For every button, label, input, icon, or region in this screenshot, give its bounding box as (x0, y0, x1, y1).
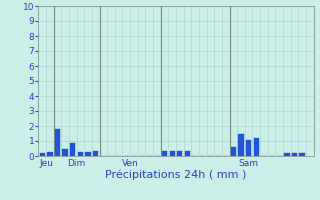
Bar (185, 151, 190, 156)
Bar (177, 151, 182, 156)
Bar (40, 153, 45, 156)
Bar (170, 151, 175, 156)
Bar (55, 129, 60, 156)
Bar (238, 134, 244, 156)
Bar (62, 148, 68, 156)
Bar (93, 151, 99, 156)
Bar (300, 153, 305, 156)
Bar (85, 152, 91, 156)
Bar (253, 138, 259, 156)
Bar (246, 140, 251, 156)
Bar (292, 153, 297, 156)
Bar (70, 142, 76, 156)
Bar (231, 147, 236, 156)
X-axis label: Précipitations 24h ( mm ): Précipitations 24h ( mm ) (105, 170, 247, 180)
Bar (284, 153, 290, 156)
Text: Dim: Dim (68, 159, 86, 168)
Text: Ven: Ven (122, 159, 139, 168)
Bar (162, 151, 167, 156)
Bar (78, 152, 83, 156)
Bar (47, 152, 52, 156)
Text: Jeu: Jeu (39, 159, 53, 168)
Text: Sam: Sam (239, 159, 259, 168)
